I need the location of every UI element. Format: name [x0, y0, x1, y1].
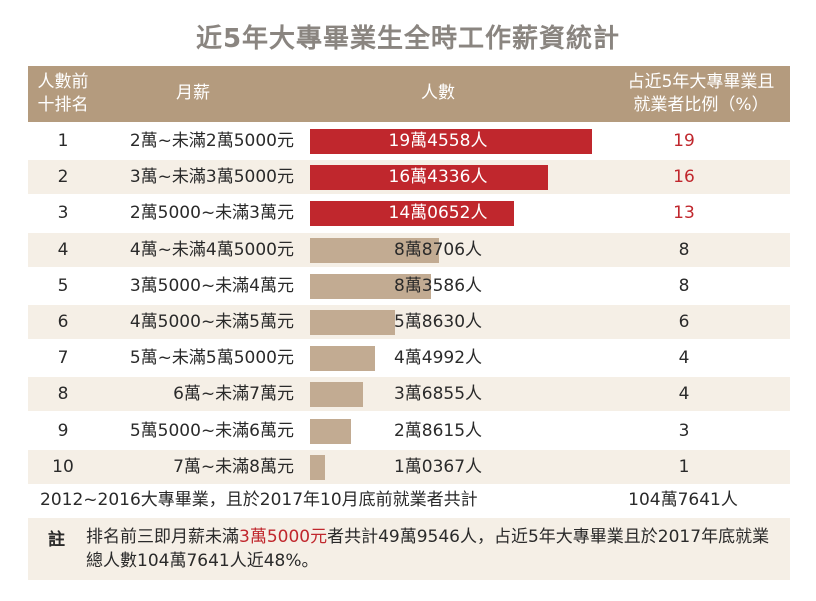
table-row: 6 4萬5000~未滿5萬元 5萬8630人 6	[28, 305, 790, 339]
total-value: 104萬7641人	[628, 490, 738, 510]
count-bar	[310, 382, 364, 408]
pct-cell: 13	[673, 203, 695, 224]
rank-cell: 6	[57, 312, 69, 332]
count-bar	[310, 454, 326, 480]
rank-cell: 2	[57, 167, 69, 188]
table-header: 人數前 十排名 月薪 人數 占近5年大專畢業且 就業者比例（%）	[28, 66, 790, 122]
pct-cell: 8	[678, 239, 690, 260]
header-pct: 占近5年大專畢業且 就業者比例（%）	[627, 72, 775, 115]
pct-cell: 19	[673, 131, 695, 151]
pct-cell: 8	[678, 275, 690, 296]
table-row: 3 2萬5000~未滿3萬元 14萬0652人 13	[28, 196, 790, 230]
table-row: 2 3萬~未滿3萬5000元 16萬4336人 16	[28, 160, 790, 195]
count-label: 19萬4558人	[388, 131, 488, 151]
header-salary: 月薪	[176, 83, 210, 103]
salary-cell: 3萬~未滿3萬5000元	[129, 167, 294, 188]
header-count: 人數	[421, 83, 455, 103]
salary-cell: 6萬~未滿7萬元	[173, 384, 294, 405]
header-rank: 人數前 十排名	[37, 72, 89, 115]
count-label: 1萬0367人	[393, 456, 483, 477]
count-label: 3萬6855人	[393, 384, 483, 405]
salary-cell: 7萬~未滿8萬元	[173, 456, 294, 477]
table-row: 5 3萬5000~未滿4萬元 8萬3586人 8	[28, 269, 790, 303]
pct-cell: 6	[678, 312, 690, 332]
table-row: 8 6萬~未滿7萬元 3萬6855人 4	[28, 377, 790, 412]
salary-cell: 5萬~未滿5萬5000元	[129, 348, 294, 369]
chart-title: 近5年大專畢業生全時工作薪資統計	[195, 24, 621, 54]
table-row: 9 5萬5000~未滿6萬元 2萬8615人 3	[28, 414, 790, 448]
rank-cell: 7	[57, 348, 69, 369]
count-label: 2萬8615人	[393, 420, 483, 441]
salary-cell: 2萬5000~未滿3萬元	[129, 203, 294, 224]
pct-cell: 4	[678, 348, 690, 369]
rank-cell: 8	[57, 384, 69, 405]
table-row: 7 5萬~未滿5萬5000元 4萬4992人 4	[28, 341, 790, 375]
rank-cell: 10	[52, 456, 74, 477]
rank-cell: 4	[57, 239, 69, 260]
total-row: 2012~2016大專畢業，且於2017年10月底前就業者共計 104萬7641…	[28, 484, 790, 516]
count-bar	[310, 165, 549, 191]
count-bar	[310, 237, 439, 263]
count-label: 14萬0652人	[388, 203, 488, 224]
count-bar	[310, 201, 514, 227]
rank-cell: 5	[57, 275, 69, 296]
table-row: 4 4萬~未滿4萬5000元 8萬8706人 8	[28, 232, 790, 267]
footnote-text: 排名前三即月薪未滿3萬5000元者共計49萬9546人，占近5年大專畢業且於20…	[86, 527, 770, 571]
count-bar	[310, 418, 352, 444]
total-label: 2012~2016大專畢業，且於2017年10月底前就業者共計	[40, 490, 478, 510]
count-label: 8萬3586人	[393, 275, 483, 296]
salary-cell: 3萬5000~未滿4萬元	[129, 275, 294, 296]
pct-cell: 4	[678, 384, 690, 405]
rank-cell: 1	[57, 131, 69, 151]
pct-cell: 16	[673, 167, 695, 188]
table-row: 1 2萬~未滿2萬5000元 19萬4558人 19	[28, 124, 790, 158]
footnote: 註 排名前三即月薪未滿3萬5000元者共計49萬9546人，占近5年大專畢業且於…	[28, 518, 790, 580]
count-bar	[310, 346, 376, 372]
salary-cell: 2萬~未滿2萬5000元	[129, 131, 294, 151]
count-bar	[310, 129, 593, 154]
count-bar	[310, 310, 395, 335]
footnote-label: 註	[48, 530, 65, 550]
pct-cell: 3	[678, 420, 690, 441]
count-label: 16萬4336人	[388, 167, 488, 188]
count-label: 5萬8630人	[393, 312, 483, 332]
footnote-highlight: 3萬5000元	[239, 527, 328, 547]
rank-cell: 3	[57, 203, 69, 224]
salary-cell: 4萬5000~未滿5萬元	[129, 312, 294, 332]
count-label: 4萬4992人	[393, 348, 483, 369]
count-bar	[310, 273, 432, 299]
salary-cell: 5萬5000~未滿6萬元	[129, 420, 294, 441]
pct-cell: 1	[678, 456, 690, 477]
salary-cell: 4萬~未滿4萬5000元	[129, 239, 294, 260]
rank-cell: 9	[57, 420, 69, 441]
count-label: 8萬8706人	[393, 239, 483, 260]
table-row: 10 7萬~未滿8萬元 1萬0367人 1	[28, 449, 790, 484]
